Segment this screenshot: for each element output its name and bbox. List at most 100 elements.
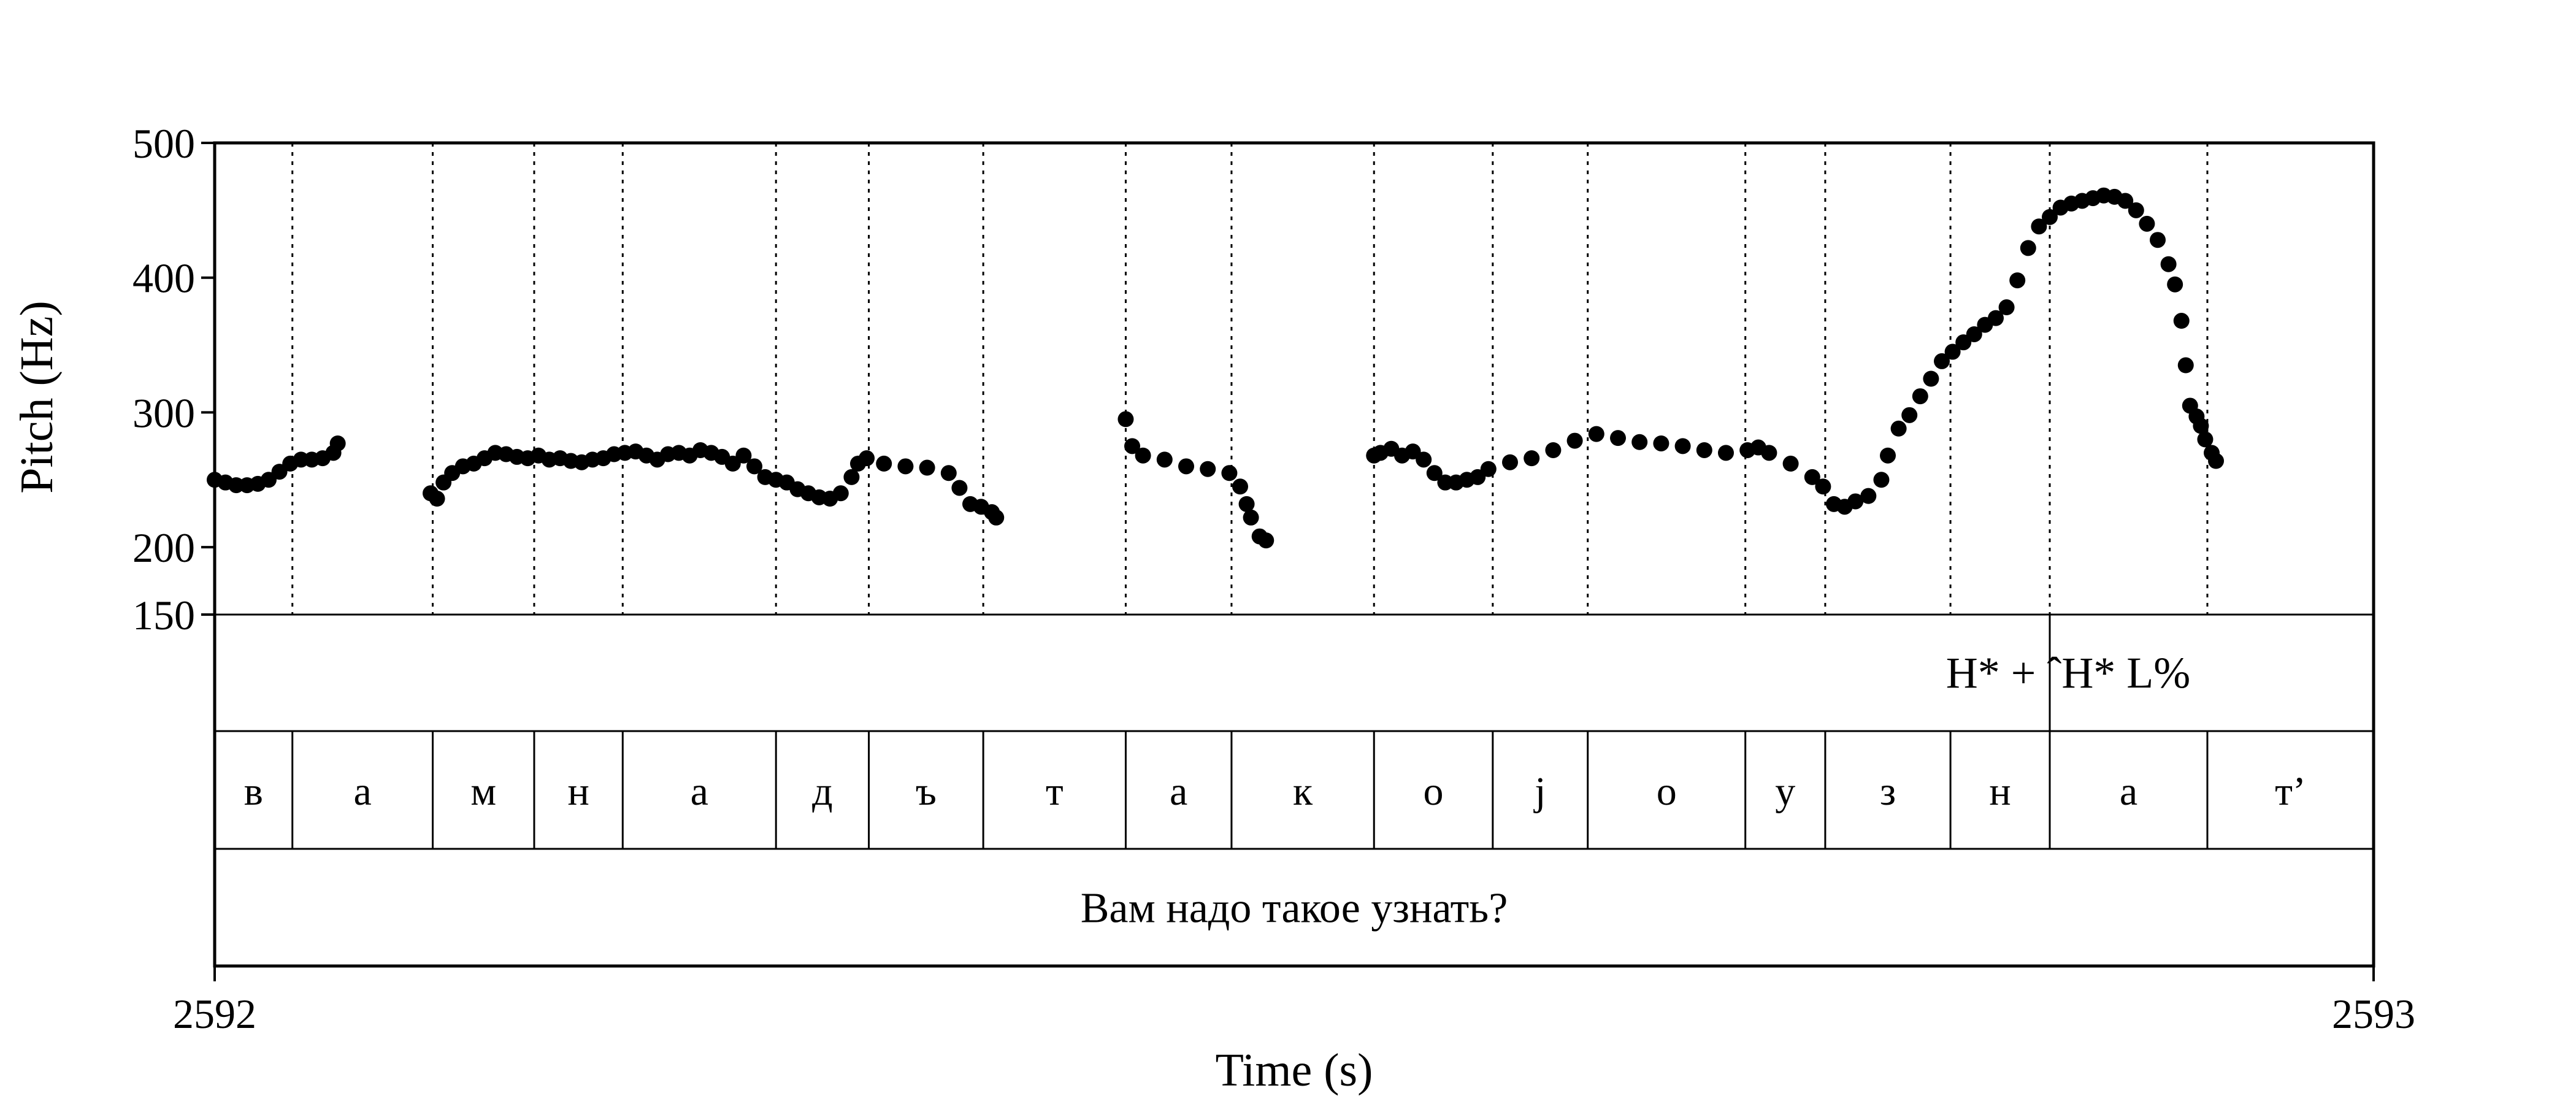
pitch-point	[1258, 532, 1275, 549]
pitch-point	[1124, 438, 1140, 454]
segment-label: о	[1657, 769, 1677, 814]
pitch-point	[1782, 455, 1799, 472]
pitch-point	[2173, 313, 2190, 329]
pitch-point	[843, 469, 860, 485]
pitch-point	[1873, 472, 1890, 488]
pitch-point	[2160, 256, 2177, 272]
pitch-point	[1912, 388, 1928, 405]
pitch-point	[2139, 215, 2155, 232]
pitch-point	[1815, 478, 1831, 495]
pitch-point	[1988, 310, 2004, 326]
pitch-point	[329, 435, 346, 451]
sentence-label: Вам надо такое узнать?	[1081, 885, 1508, 932]
segment-label: н	[1989, 769, 2011, 814]
pitch-point	[735, 447, 752, 464]
pitch-point	[1502, 454, 1518, 470]
pitch-point	[988, 509, 1005, 526]
pitch-point	[951, 480, 968, 496]
pitch-point	[1631, 434, 1648, 450]
x-tick-label: 2593	[2332, 991, 2415, 1037]
pitch-point	[2150, 232, 2166, 248]
pitch-point	[1966, 326, 1982, 342]
segment-label: т	[1046, 769, 1064, 814]
pitch-point	[2177, 357, 2194, 374]
pitch-point	[897, 458, 914, 475]
pitch-point	[1178, 458, 1194, 475]
pitch-point	[1718, 445, 1734, 461]
pitch-point	[876, 455, 892, 472]
pitch-point	[859, 450, 875, 467]
pitch-point	[1545, 442, 1562, 458]
pitch-point	[2193, 418, 2209, 434]
tone-label: H* + ˆH* L%	[1946, 648, 2191, 697]
pitch-point	[1232, 478, 1248, 495]
pitch-point	[1610, 430, 1626, 447]
annotation-tiers: H* + ˆH* L% в а м н а д ъ т а к о j о у з н а т’ Вам надо т…	[215, 613, 2374, 932]
pitch-point	[1238, 496, 1255, 512]
pitch-point	[940, 465, 957, 481]
y-tick-label: 150	[132, 592, 195, 638]
segment-label: д	[812, 769, 833, 814]
pitch-point	[1200, 461, 1216, 477]
pitch-point	[1890, 420, 1907, 437]
x-tick-label: 2592	[173, 991, 256, 1037]
pitch-point	[1243, 509, 1259, 526]
segment-label: ъ	[916, 769, 937, 814]
pitch-point	[1674, 438, 1691, 454]
pitch-point	[1944, 343, 1961, 360]
segment-label: j	[1533, 769, 1546, 814]
segment-label: а	[2120, 769, 2137, 814]
plot-frame	[213, 141, 2375, 968]
pitch-point	[1696, 442, 1712, 458]
pitch-point	[1117, 411, 1134, 427]
pitch-point	[2020, 240, 2036, 256]
axis-labels: 500 400 300 200 150 2592 2593 Time (s) Pitch (Hz…	[11, 120, 2415, 1096]
pitch-point	[1880, 447, 1896, 464]
segment-label: в	[244, 769, 263, 814]
pitch-point	[1221, 465, 1238, 481]
y-tick-label: 500	[132, 120, 195, 167]
segment-label: к	[1293, 769, 1313, 814]
pitch-point	[2031, 218, 2047, 235]
pitch-point	[1566, 432, 1583, 449]
segment-label: а	[1170, 769, 1187, 814]
pitch-point	[1156, 451, 1173, 468]
segment-label: о	[1424, 769, 1444, 814]
pitch-point	[1416, 451, 1432, 468]
segment-label: а	[353, 769, 371, 814]
pitch-point	[2167, 276, 2183, 293]
segment-label: з	[1880, 769, 1896, 814]
pitch-point	[746, 458, 762, 475]
pitch-point	[832, 485, 849, 502]
segment-label: а	[691, 769, 708, 814]
pitch-point	[1524, 450, 1540, 467]
axes	[201, 141, 2375, 981]
pitch-point	[1480, 461, 1497, 477]
y-tick-label: 300	[132, 389, 195, 436]
x-axis-title: Time (s)	[1216, 1045, 1373, 1096]
pitch-point	[2208, 453, 2225, 469]
pitch-point	[919, 459, 935, 476]
pitch-point	[2042, 209, 2058, 225]
pitch-point	[1804, 469, 1820, 485]
segment-label: у	[1775, 769, 1795, 814]
boundary-lines	[291, 143, 2209, 615]
pitch-point	[1426, 465, 1443, 481]
pitch-point	[2117, 193, 2134, 209]
pitch-point	[1923, 370, 1939, 387]
pitch-point	[1653, 435, 1669, 451]
segment-label: т’	[2275, 769, 2306, 814]
y-axis-title: Pitch (Hz)	[11, 301, 63, 493]
pitch-point	[1998, 299, 2015, 316]
y-tick-label: 200	[132, 524, 195, 571]
pitch-points	[207, 187, 2225, 549]
segment-label: н	[567, 769, 589, 814]
pitch-point	[429, 491, 445, 507]
pitch-point	[1761, 445, 1777, 461]
pitch-point	[1860, 488, 1877, 504]
pitch-point	[1901, 407, 1918, 423]
y-tick-label: 400	[132, 255, 195, 302]
pitch-point	[1934, 353, 1950, 369]
pitch-point	[1847, 493, 1864, 510]
